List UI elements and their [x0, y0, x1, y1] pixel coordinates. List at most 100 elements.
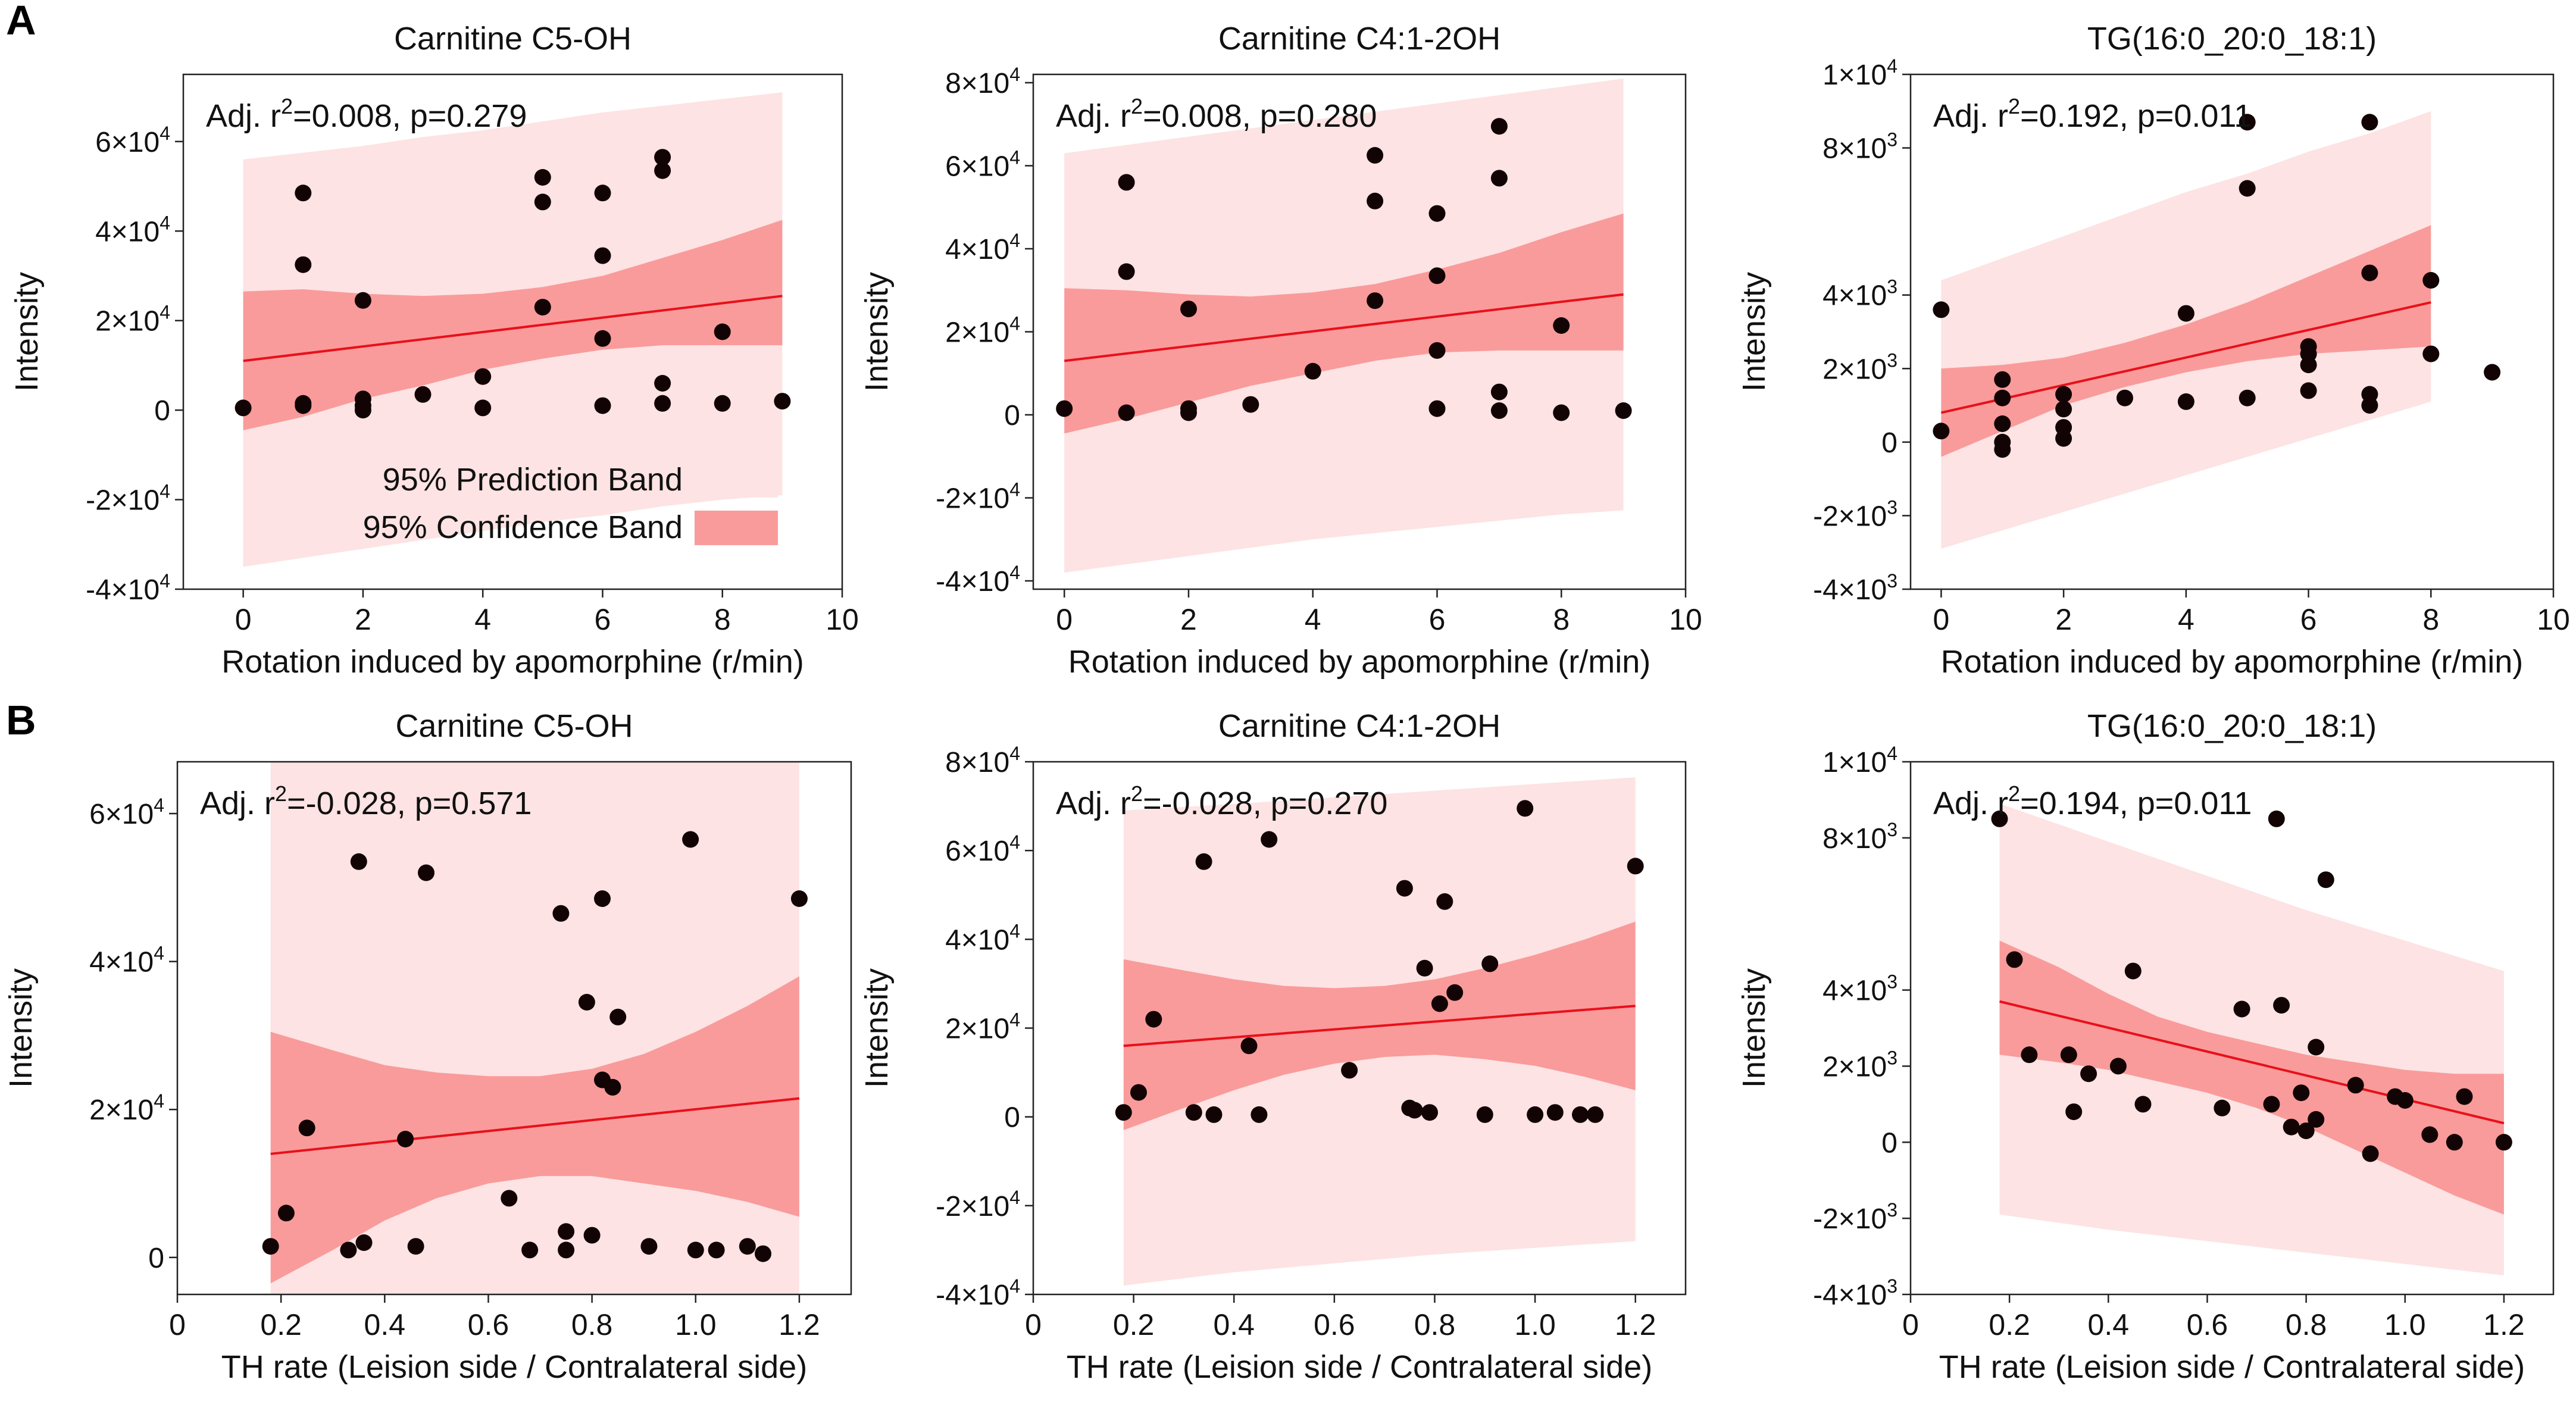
stats-annotation: Adj. r2=0.192, p=0.011: [1933, 94, 2252, 134]
data-point: [1428, 267, 1446, 284]
x-tick-label: 0.4: [364, 1308, 406, 1341]
data-point: [2283, 1118, 2300, 1136]
data-point: [755, 1245, 771, 1262]
data-point: [1615, 402, 1632, 419]
data-point: [397, 1131, 414, 1147]
data-point: [1553, 317, 1570, 334]
data-point: [1396, 880, 1413, 897]
data-point: [262, 1238, 279, 1255]
x-tick-label: 10: [826, 603, 859, 636]
stats-annotation: Adj. r2=-0.028, p=0.270: [1056, 781, 1387, 821]
x-tick-label: 2: [355, 603, 371, 636]
y-tick-label: -2×103: [1813, 1199, 1897, 1235]
data-point: [2446, 1134, 2463, 1151]
y-tick-label: -4×104: [936, 562, 1020, 598]
legend-label-confidence: 95% Confidence Band: [363, 509, 683, 545]
data-point: [594, 397, 611, 414]
legend-swatch-prediction: [695, 463, 778, 498]
confidence-band: [1064, 213, 1624, 434]
data-point: [1180, 404, 1197, 421]
data-point: [2308, 1039, 2325, 1056]
y-tick-label: -2×104: [936, 479, 1020, 515]
y-tick-label: 8×104: [945, 743, 1020, 778]
data-point: [407, 1238, 424, 1255]
fit-line: [1064, 293, 1624, 362]
data-point: [1428, 342, 1446, 359]
data-point: [1251, 1106, 1268, 1123]
chart-a2: 0 2 4 6 8 10 -4×104 -2×104 0 2×104 4×104 6×104 8×104…: [859, 21, 1702, 680]
data-point: [2456, 1088, 2473, 1105]
data-point: [1118, 174, 1135, 191]
x-tick-label: 0.2: [260, 1308, 302, 1341]
x-tick-label: 0.6: [468, 1308, 509, 1341]
chart-b1: 0 0.2 0.4 0.6 0.8 1.0 1.2 0 2×104 4×104 6×104 Carni…: [3, 708, 852, 1385]
data-point: [2080, 1065, 2097, 1083]
x-tick-label: 0: [235, 603, 252, 636]
x-tick-label: 1.2: [2483, 1308, 2525, 1341]
y-axis-label: Intensity: [1736, 968, 1772, 1088]
x-tick-label: 0.8: [1414, 1308, 1456, 1341]
x-tick-label: 1.2: [779, 1308, 820, 1341]
data-point: [354, 402, 371, 419]
data-point: [298, 1119, 315, 1137]
y-tick-label: 6×104: [945, 146, 1020, 182]
y-tick-label: -4×104: [936, 1275, 1020, 1311]
x-tick-label: 10: [2537, 603, 2570, 636]
data-point: [578, 994, 595, 1011]
x-tick-label: 4: [2178, 603, 2194, 636]
x-tick-label: 8: [2422, 603, 2439, 636]
y-tick-label: 1×104: [1822, 743, 1897, 778]
data-point: [708, 1241, 725, 1259]
x-tick-label: 2: [1180, 603, 1197, 636]
data-point: [534, 169, 551, 186]
x-tick-label: 0.2: [1989, 1308, 2030, 1341]
y-axis-label: Intensity: [1736, 272, 1772, 392]
x-tick-label: 4: [474, 603, 491, 636]
data-point: [2421, 1126, 2439, 1143]
y-tick-label: -2×104: [86, 481, 170, 517]
x-tick-label: 0.6: [2187, 1308, 2228, 1341]
y-tick-label: -2×104: [936, 1187, 1020, 1222]
data-point: [1056, 400, 1073, 417]
data-point: [1490, 170, 1508, 187]
data-point: [534, 193, 551, 211]
y-axis-label: Intensity: [3, 968, 39, 1088]
data-point: [1195, 853, 1212, 870]
data-point: [2347, 1077, 2364, 1094]
fit-line: [243, 295, 783, 362]
data-point: [552, 905, 570, 922]
x-tick-label: 0.8: [571, 1308, 613, 1341]
x-tick-label: 0: [169, 1308, 186, 1341]
data-point: [654, 395, 671, 412]
y-tick-label: 6×104: [95, 123, 170, 158]
data-point: [682, 831, 699, 848]
chart-title: TG(16:0_20:0_18:1): [2087, 21, 2377, 57]
data-point: [1627, 858, 1644, 875]
data-point: [2109, 1058, 2127, 1075]
data-point: [501, 1190, 518, 1207]
x-axis-label: TH rate (Leision side / Contralateral si…: [221, 1349, 807, 1385]
data-point: [2239, 114, 2256, 131]
plot-frame: [176, 761, 852, 1296]
y-tick-label: -2×103: [1813, 496, 1897, 532]
data-point: [521, 1241, 539, 1259]
data-point: [2361, 264, 2378, 282]
plot-frame: [1909, 73, 2555, 590]
y-tick-label: 8×103: [1822, 819, 1897, 855]
stats-annotation: Adj. r2=-0.028, p=0.571: [200, 781, 532, 821]
data-point: [558, 1241, 575, 1259]
data-point: [1180, 301, 1197, 318]
y-tick-label: 6×104: [945, 831, 1020, 867]
data-point: [418, 864, 434, 881]
data-point: [604, 1078, 621, 1096]
chart-title: Carnitine C4:1-2OH: [1218, 21, 1500, 57]
data-point: [1367, 192, 1384, 209]
data-point: [2060, 1046, 2077, 1064]
data-point: [1446, 984, 1464, 1001]
x-tick-label: 6: [595, 603, 611, 636]
x-tick-label: 0: [1933, 603, 1950, 636]
data-point: [1994, 415, 2011, 432]
data-point: [594, 247, 611, 264]
data-point: [2117, 389, 2133, 406]
